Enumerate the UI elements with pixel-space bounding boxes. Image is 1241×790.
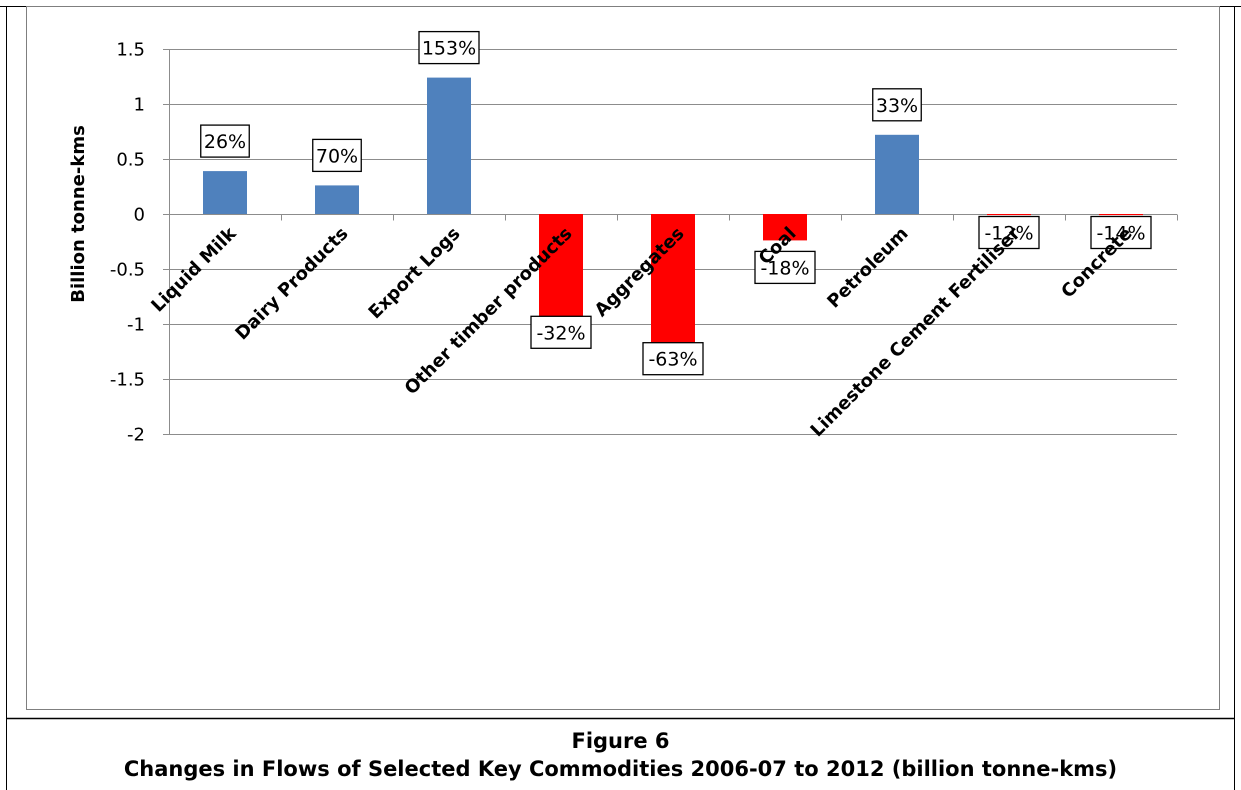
data-label-box [312, 138, 362, 173]
bar-concrete [1099, 214, 1143, 216]
data-label-box [1090, 215, 1152, 250]
x-tick-label: Petroleum [823, 223, 912, 312]
y-tick-label: -2 [127, 425, 145, 446]
y-tick-label: -0.5 [110, 260, 145, 281]
y-tick-label: 1 [134, 95, 145, 116]
x-tick-label: Limestone Cement Fertiliser [807, 223, 1025, 441]
x-tick-label: Export Logs [365, 223, 465, 323]
data-label: 153% [422, 38, 476, 60]
bar-export-logs [427, 77, 471, 214]
bar-aggregates [651, 214, 695, 354]
chart-area [26, 6, 1220, 710]
axes: 1.5 1 0.5 0 -0.5 -1 -1.5 -2 [110, 40, 1178, 446]
data-label: -18% [760, 257, 809, 279]
figure-number: Figure 6 [571, 729, 670, 753]
data-label-box [200, 124, 250, 158]
y-axis-label: Billion tonne-kms [68, 125, 89, 303]
data-label-box [872, 88, 922, 122]
data-label-box [418, 30, 480, 65]
data-label: -32% [536, 322, 585, 344]
data-label-box [642, 342, 704, 376]
x-tick-label: Dairy Products [231, 223, 352, 344]
y-tick-label: 1.5 [116, 40, 145, 61]
bar-dairy-products [315, 185, 359, 214]
data-label: -63% [648, 349, 697, 371]
data-label: -12% [984, 223, 1033, 245]
y-tick-label: -1 [127, 315, 145, 336]
bar-limestone-cement-fertiliser [987, 214, 1031, 216]
data-label: 26% [204, 131, 246, 153]
bars [203, 77, 1143, 354]
data-label-box [978, 215, 1040, 250]
y-tick-label: -1.5 [110, 370, 145, 391]
figure-title: Changes in Flows of Selected Key Commodi… [123, 757, 1118, 781]
data-label: 70% [316, 145, 358, 167]
bar-other-timber-products [539, 214, 583, 328]
bar-liquid-milk [203, 171, 247, 214]
bar-petroleum [875, 134, 919, 214]
y-tick-label: 0 [134, 205, 145, 226]
bar-coal [763, 214, 807, 241]
y-tick-label: 0.5 [116, 150, 145, 171]
data-label-box [530, 315, 592, 349]
data-label: 33% [876, 95, 918, 117]
data-label-box [754, 250, 816, 285]
data-labels: 26% 70% 153% -32% -63% -18% 33% -12% -14% [200, 30, 1152, 376]
data-label: -14% [1096, 223, 1145, 245]
